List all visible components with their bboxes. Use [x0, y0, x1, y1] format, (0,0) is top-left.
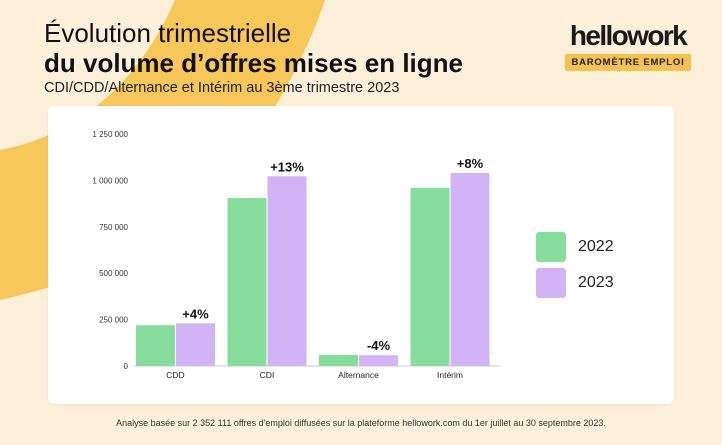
y-tick-label: 500 000: [99, 269, 128, 278]
x-tick-label: Alternance: [338, 370, 379, 380]
title-line-2: du volume d’offres mises en ligne: [44, 48, 463, 78]
change-annotation: +13%: [270, 159, 304, 174]
x-tick-label: CDD: [166, 370, 184, 380]
bar-2023: [359, 355, 398, 366]
legend-swatch-2022: [536, 232, 566, 262]
bar-2023: [450, 172, 490, 366]
bar-2022: [136, 325, 175, 366]
chart-card: 0 250 000 500 000 750 000 1 000 000 1 250 000…: [48, 106, 674, 404]
bar-2022: [410, 187, 450, 366]
bar-2022: [319, 354, 358, 366]
bar-2023: [267, 176, 307, 366]
change-annotation: +4%: [182, 306, 209, 321]
y-tick-label: 750 000: [99, 223, 128, 232]
footnote: Analyse basée sur 2 352 111 offres d'emp…: [116, 418, 606, 428]
logo-badge: BAROMÈTRE EMPLOI: [565, 54, 691, 71]
change-annotation: -4%: [367, 338, 391, 353]
title-line-1: Évolution trimestrielle: [44, 18, 292, 48]
hellowork-logo: hellowork BAROMÈTRE EMPLOI: [565, 20, 691, 71]
legend-label-2023: 2023: [578, 274, 614, 291]
bar-2023: [176, 323, 215, 366]
legend-swatch-2023: [536, 268, 566, 298]
bar-2022: [227, 198, 267, 366]
x-tick-label: CDI: [260, 370, 275, 380]
logo-wordmark: hellowork: [569, 20, 688, 51]
legend-label-2022: 2022: [578, 238, 614, 255]
y-tick-label: 0: [124, 362, 129, 371]
y-tick-label: 1 250 000: [92, 130, 128, 139]
subtitle: CDI/CDD/Alternance et Intérim au 3ème tr…: [44, 80, 400, 96]
bar-chart: 0 250 000 500 000 750 000 1 000 000 1 250 000…: [92, 130, 500, 380]
y-tick-label: 250 000: [99, 316, 128, 325]
x-tick-label: Intérim: [437, 370, 463, 380]
y-tick-label: 1 000 000: [92, 176, 128, 185]
change-annotation: +8%: [457, 156, 484, 171]
